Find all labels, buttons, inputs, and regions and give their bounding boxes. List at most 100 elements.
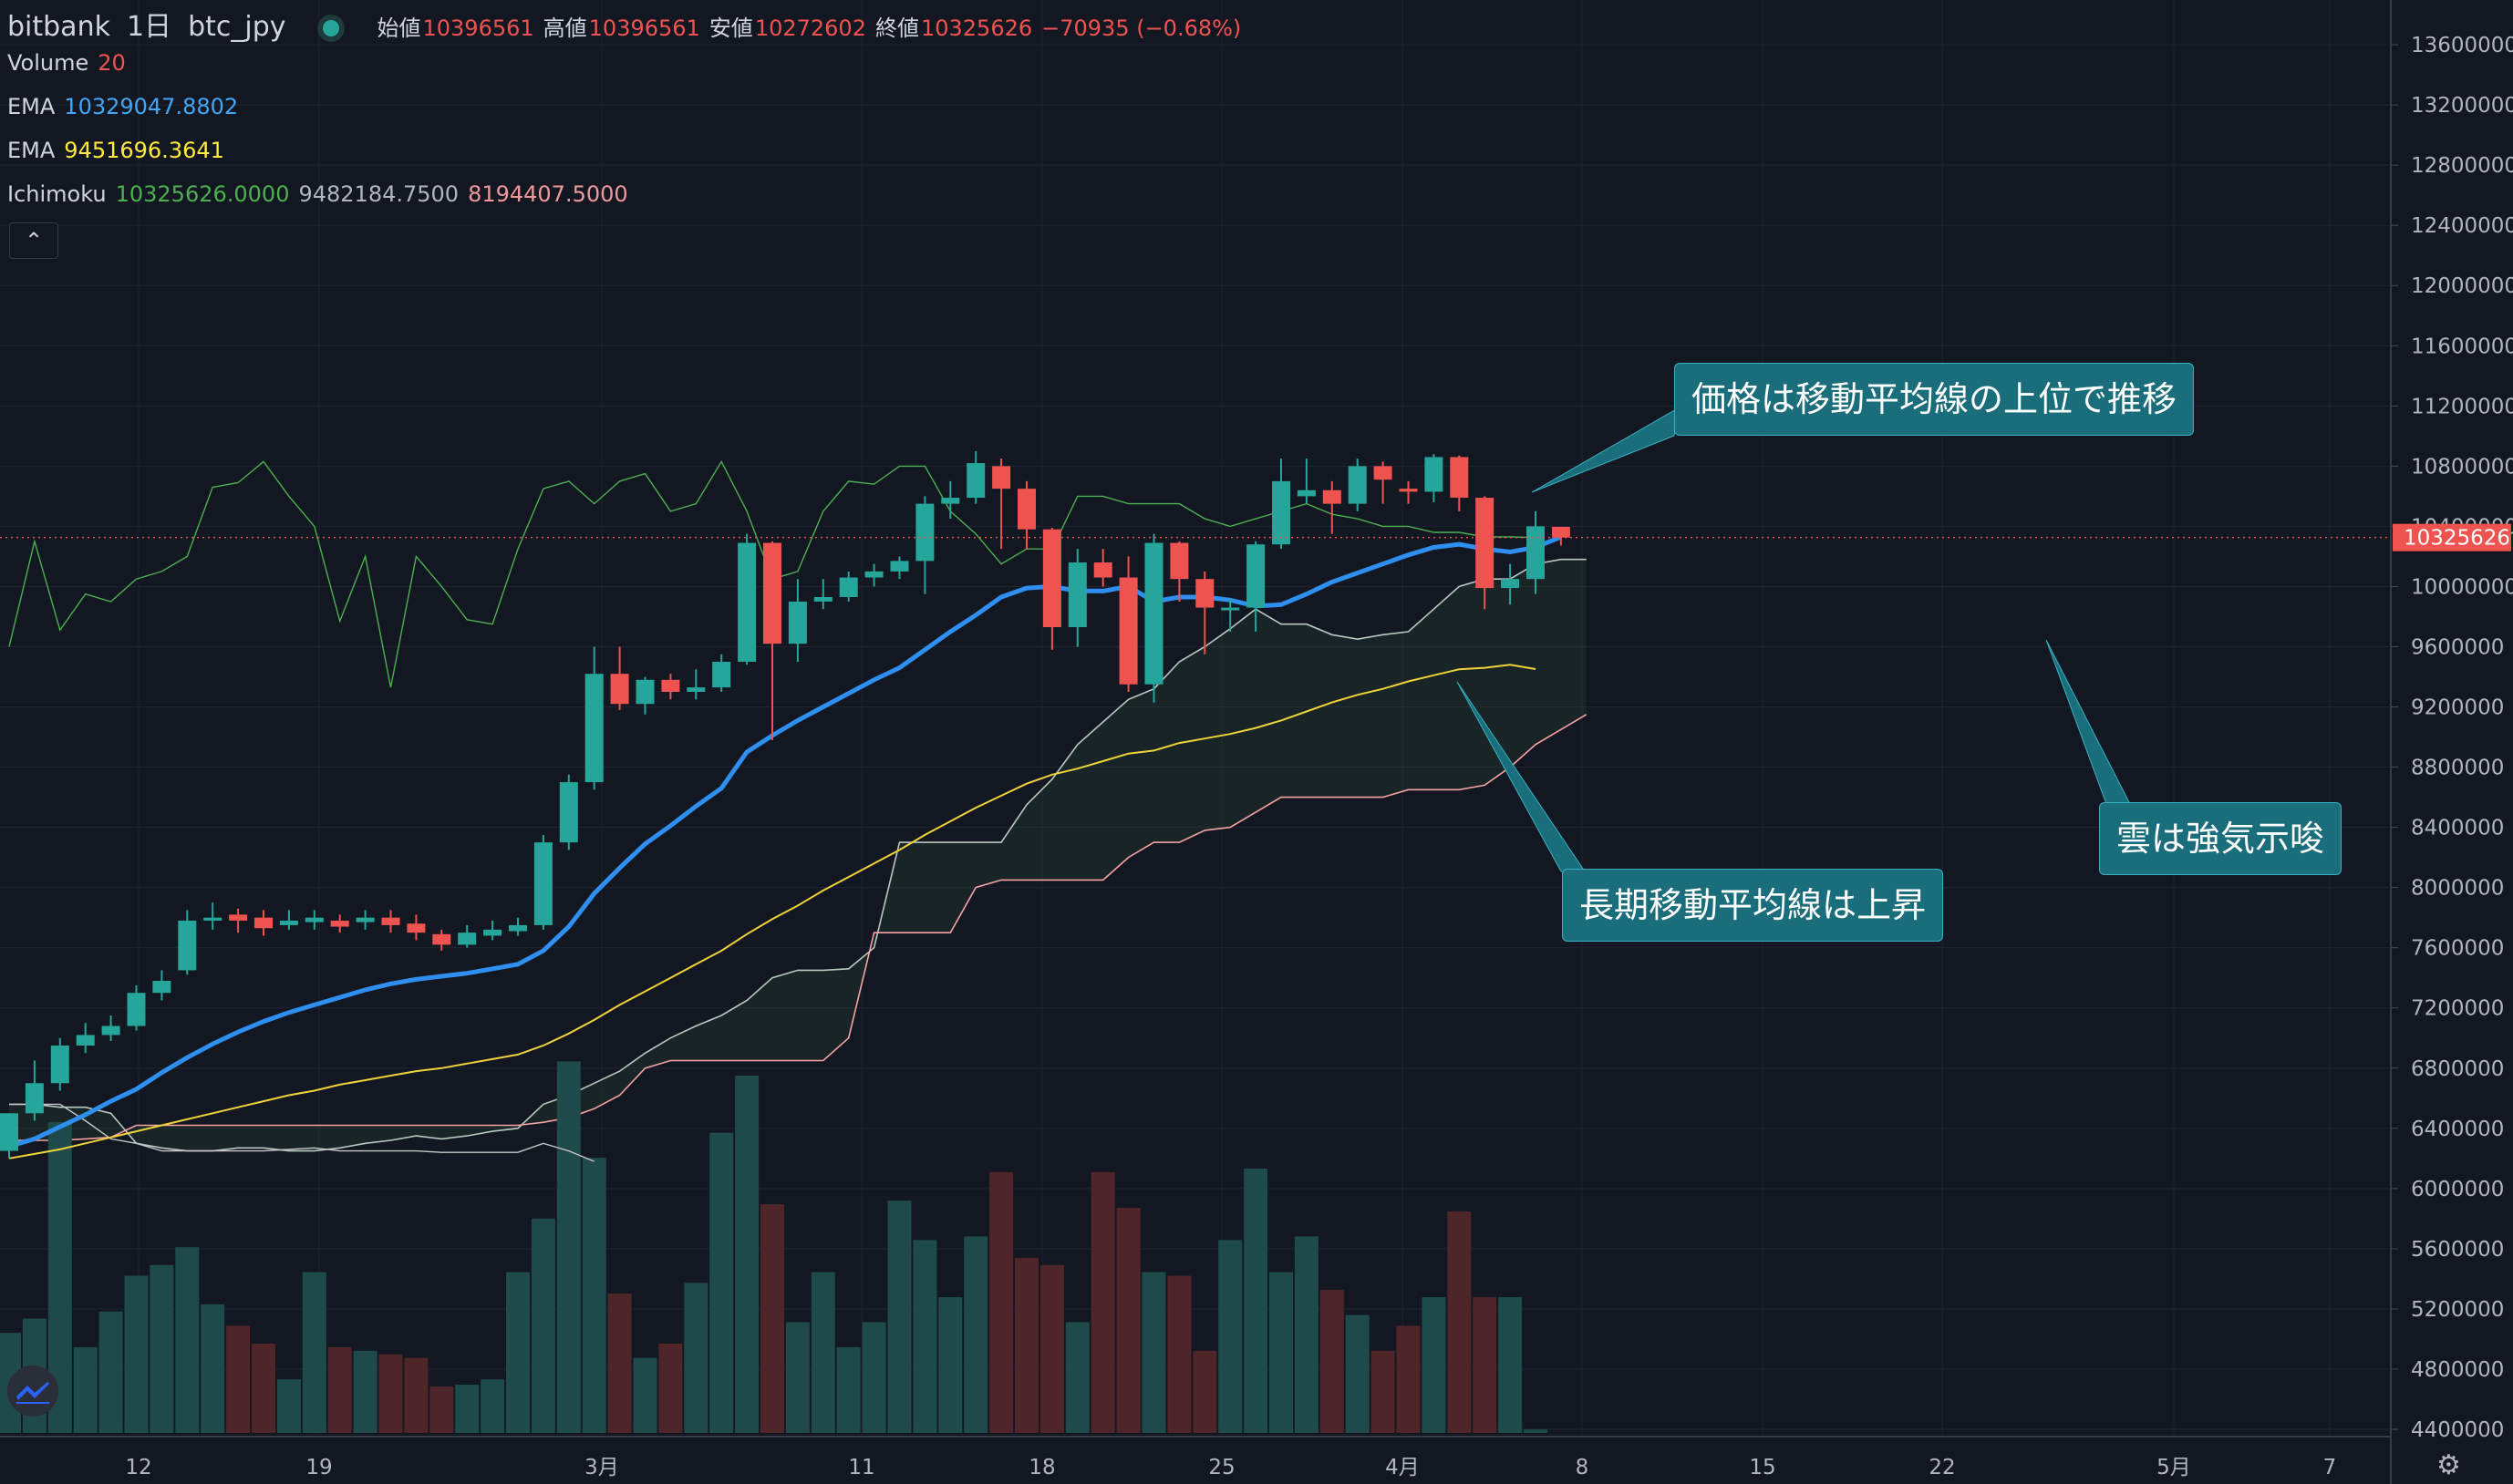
candle-body [76, 1035, 95, 1046]
volume-bar [327, 1346, 352, 1433]
market-status-icon [322, 19, 339, 36]
volume-bar [989, 1171, 1014, 1433]
candle-body [203, 917, 222, 921]
volume-bar [1422, 1297, 1446, 1433]
volume-bar [98, 1311, 123, 1433]
candle-body [305, 917, 324, 922]
volume-bar [1294, 1236, 1319, 1433]
volume-bar [811, 1272, 835, 1433]
volume-bar [1345, 1314, 1370, 1433]
volume-label: Volume [7, 50, 89, 76]
callout-long-ma-rising: 長期移動平均線は上昇 [1562, 869, 1944, 942]
volume-bar [887, 1201, 912, 1433]
price-tick-label: 5600000 [2411, 1238, 2504, 1262]
ichimoku-lagging-line [9, 1103, 595, 1162]
current-price-tag [2393, 523, 2511, 551]
candle-body [229, 914, 248, 921]
volume-bar [1015, 1257, 1039, 1433]
volume-bar [404, 1357, 429, 1433]
logo-icon [16, 1382, 49, 1404]
volume-bar [150, 1264, 174, 1433]
candle-body [584, 674, 604, 783]
candle-body [1322, 490, 1341, 504]
ema-short-line [8, 534, 1562, 1149]
close-label: 終値 [874, 15, 919, 41]
candle-body [890, 561, 909, 572]
volume-bar [1319, 1290, 1344, 1433]
ichimoku-cloud [9, 558, 1587, 1152]
time-tick-label: 7 [2323, 1456, 2337, 1479]
volume-bar [1473, 1297, 1497, 1433]
span-a-line [9, 558, 1587, 1152]
exchange-name[interactable]: bitbank [7, 11, 110, 43]
volume-legend[interactable]: Volume 20 [7, 50, 135, 76]
price-tick-label: 9200000 [2411, 696, 2504, 720]
candle-body [941, 498, 960, 504]
volume-bar [964, 1236, 988, 1433]
volume-bar [1244, 1168, 1268, 1433]
chart-grid [0, 0, 2391, 1436]
candle-body [1424, 457, 1443, 492]
price-tick-label: 4400000 [2411, 1418, 2504, 1442]
time-tick-label: 18 [1029, 1456, 1055, 1479]
price-tick-label: 4800000 [2411, 1358, 2504, 1382]
volume-bar [785, 1322, 810, 1433]
time-tick-label: 4月 [1385, 1456, 1420, 1479]
volume-bar [1193, 1350, 1217, 1433]
candle-body [788, 601, 807, 644]
tradingview-logo[interactable] [7, 1365, 58, 1417]
volume-bar [1065, 1322, 1090, 1433]
volume-bar [1498, 1297, 1523, 1433]
candle-body [1093, 562, 1112, 578]
candle-body [509, 924, 527, 932]
candle-body [1170, 542, 1189, 580]
candle-body [661, 679, 680, 693]
open-label: 始値 [377, 15, 421, 41]
volume-bar [1091, 1171, 1115, 1433]
time-tick-label: 25 [1208, 1456, 1235, 1479]
volume-bar [455, 1385, 480, 1433]
candle-body [915, 503, 935, 562]
candle-body [967, 463, 986, 499]
candle-body [1348, 466, 1367, 504]
price-tick-label: 11600000 [2411, 335, 2513, 358]
volume-bars [0, 1061, 1547, 1433]
candle-body [1501, 579, 1520, 589]
time-tick-label: 3月 [584, 1456, 619, 1479]
candle-body [1068, 562, 1087, 628]
symbol-header: bitbank 1日 btc_jpy 始値10396561 高値10396561 安値10… [7, 4, 1250, 44]
volume-bar [658, 1344, 683, 1433]
volume-bar [1396, 1325, 1421, 1433]
volume-bar [1447, 1211, 1472, 1433]
current-price-label: 10325626 [2404, 527, 2510, 551]
candle-body [813, 596, 832, 602]
candle-body [25, 1083, 44, 1114]
candle-body [763, 542, 781, 644]
candle-body [483, 929, 502, 936]
volume-bar [735, 1076, 760, 1433]
collapse-legend-button[interactable]: ⌃ [9, 222, 58, 259]
ichimoku-legend[interactable]: Ichimoku 10325626.0000 9482184.7500 8194407… [7, 181, 637, 207]
ema-short-legend[interactable]: EMA 10329047.8802 [7, 94, 247, 119]
candle-body [356, 917, 375, 922]
candle-body [1551, 526, 1570, 538]
symbol-name[interactable]: btc_jpy [188, 11, 286, 43]
price-tick-label: 12000000 [2411, 274, 2513, 298]
candle-body [407, 923, 426, 933]
gear-icon[interactable]: ⚙ [2436, 1449, 2461, 1481]
volume-bar [201, 1304, 225, 1433]
candle-body [279, 920, 298, 925]
low-value: 10272602 [754, 15, 866, 41]
ema-long-value: 9451696.3641 [64, 138, 224, 163]
ema-long-legend[interactable]: EMA 9451696.3641 [7, 138, 233, 163]
ema-short-label: EMA [7, 94, 56, 119]
price-tick-label: 8800000 [2411, 757, 2504, 780]
candle-body [152, 981, 171, 994]
callout-cloud-bullish: 雲は強気示唆 [2099, 802, 2342, 875]
candle-body [1475, 498, 1494, 589]
candle-body [458, 933, 477, 945]
callout-pointers [1456, 407, 2131, 872]
interval-label[interactable]: 1日 [126, 11, 172, 43]
candle-body [533, 842, 553, 925]
